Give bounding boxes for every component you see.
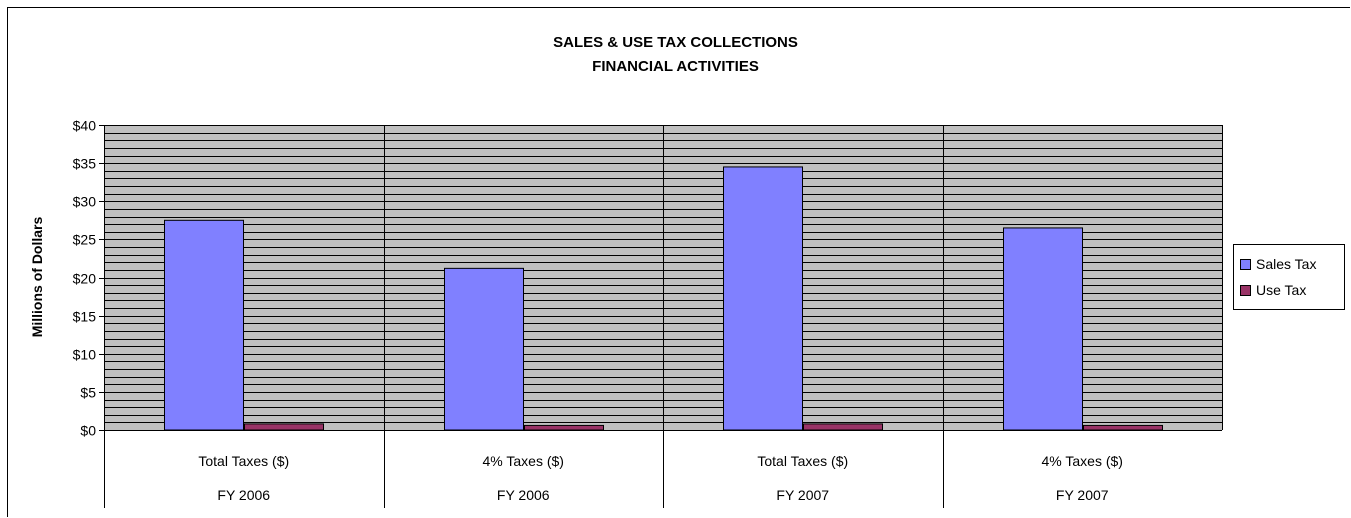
legend-item-sales-tax: Sales Tax: [1240, 255, 1316, 273]
legend-swatch-sales-tax: [1240, 258, 1251, 270]
y-axis-label: Millions of Dollars: [29, 216, 45, 338]
legend-label-sales-tax: Sales Tax: [1256, 256, 1317, 272]
legend-label-use-tax: Use Tax: [1256, 282, 1307, 298]
legend: Sales Tax Use Tax: [1233, 244, 1345, 310]
chart-frame: [7, 7, 1350, 517]
chart-title: SALES & USE TAX COLLECTIONS: [553, 34, 798, 51]
legend-item-use-tax: Use Tax: [1240, 281, 1306, 299]
chart-subtitle: FINANCIAL ACTIVITIES: [592, 58, 759, 75]
legend-swatch-use-tax: [1240, 284, 1251, 296]
